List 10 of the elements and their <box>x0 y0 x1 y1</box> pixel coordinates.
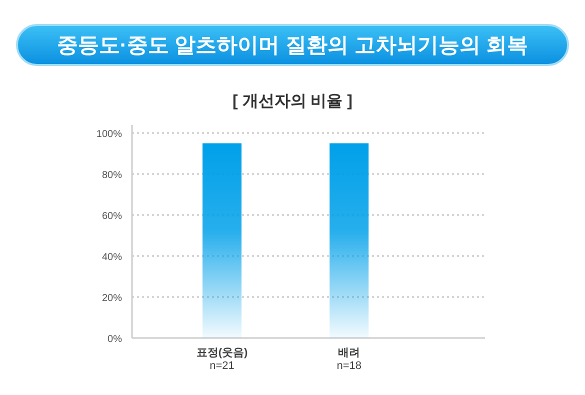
y-tick-label: 100% <box>96 129 122 140</box>
chart-subtitle: [ 개선자의 비율 ] <box>232 93 352 110</box>
y-tick-label: 80% <box>102 170 122 181</box>
y-tick-label: 20% <box>102 293 122 304</box>
y-tick-label: 40% <box>102 252 122 263</box>
y-tick-label: 0% <box>108 334 122 345</box>
chart-title: 중등도·중도 알츠하이머 질환의 고차뇌기능의 회복 <box>56 34 528 57</box>
x-tick-label: 표정(웃음) n=21 <box>196 347 248 372</box>
x-tick-label: 배려 n=18 <box>336 347 362 372</box>
y-tick-label: 60% <box>102 211 122 222</box>
